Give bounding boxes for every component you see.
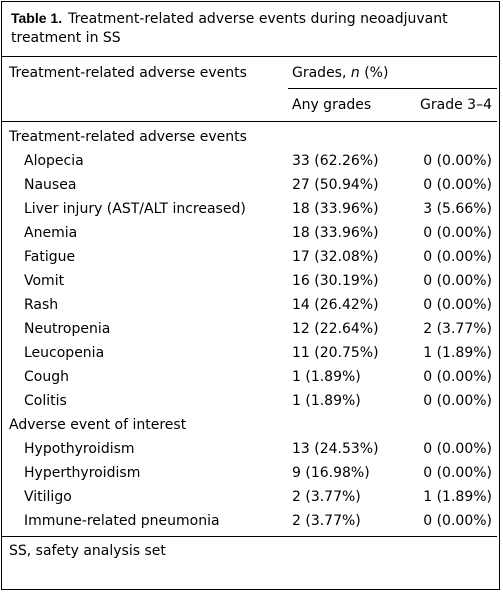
grade-3-4-value: 2 (3.77%) xyxy=(423,321,492,337)
event-name: Colitis xyxy=(24,393,67,409)
event-name: Vomit xyxy=(24,273,65,289)
any-grades-value: 33 (62.26%) xyxy=(292,153,379,169)
event-name: Vitiligo xyxy=(24,489,72,505)
event-name: Anemia xyxy=(24,225,78,241)
rule-top xyxy=(2,56,497,57)
any-grades-value: 14 (26.42%) xyxy=(292,297,379,313)
grade-3-4-value: 0 (0.00%) xyxy=(423,441,492,457)
event-name: Alopecia xyxy=(24,153,84,169)
header-grades: Grades, n (%) xyxy=(292,65,389,81)
any-grades-value: 17 (32.08%) xyxy=(292,249,379,265)
any-grades-value: 16 (30.19%) xyxy=(292,273,379,289)
section-title: Treatment-related adverse events xyxy=(9,129,247,145)
event-name: Hypothyroidism xyxy=(24,441,135,457)
grade-3-4-value: 1 (1.89%) xyxy=(423,489,492,505)
grade-3-4-value: 0 (0.00%) xyxy=(423,273,492,289)
any-grades-value: 13 (24.53%) xyxy=(292,441,379,457)
grade-3-4-value: 1 (1.89%) xyxy=(423,345,492,361)
grade-3-4-value: 0 (0.00%) xyxy=(423,297,492,313)
any-grades-value: 27 (50.94%) xyxy=(292,177,379,193)
event-name: Fatigue xyxy=(24,249,76,265)
grade-3-4-value: 0 (0.00%) xyxy=(423,393,492,409)
grade-3-4-value: 0 (0.00%) xyxy=(423,177,492,193)
rule-grades-spanner xyxy=(288,88,497,89)
grade-3-4-value: 0 (0.00%) xyxy=(423,513,492,529)
event-name: Leucopenia xyxy=(24,345,105,361)
table-title: Treatment-related adverse events during … xyxy=(11,11,448,46)
grade-3-4-value: 0 (0.00%) xyxy=(423,369,492,385)
any-grades-value: 18 (33.96%) xyxy=(292,225,379,241)
any-grades-value: 2 (3.77%) xyxy=(292,489,361,505)
any-grades-value: 2 (3.77%) xyxy=(292,513,361,529)
any-grades-value: 12 (22.64%) xyxy=(292,321,379,337)
grade-3-4-value: 0 (0.00%) xyxy=(423,153,492,169)
event-name: Nausea xyxy=(24,177,77,193)
any-grades-value: 11 (20.75%) xyxy=(292,345,379,361)
section-title: Adverse event of interest xyxy=(9,417,187,433)
event-name: Liver injury (AST/ALT increased) xyxy=(24,201,246,217)
event-name: Cough xyxy=(24,369,69,385)
grade-3-4-value: 0 (0.00%) xyxy=(423,249,492,265)
header-grade-3-4: Grade 3–4 xyxy=(420,97,492,113)
rule-bottom xyxy=(2,536,497,537)
grade-3-4-value: 0 (0.00%) xyxy=(423,225,492,241)
any-grades-value: 1 (1.89%) xyxy=(292,369,361,385)
footnote: SS, safety analysis set xyxy=(9,543,166,559)
event-name: Neutropenia xyxy=(24,321,111,337)
header-event-column: Treatment-related adverse events xyxy=(9,65,247,81)
event-name: Rash xyxy=(24,297,59,313)
table-label: Table 1. xyxy=(11,10,63,26)
event-name: Immune-related pneumonia xyxy=(24,513,220,529)
header-any-grades: Any grades xyxy=(292,97,372,113)
grade-3-4-value: 3 (5.66%) xyxy=(423,201,492,217)
table-caption: Table 1. Treatment-related adverse events… xyxy=(11,9,495,48)
event-name: Hyperthyroidism xyxy=(24,465,141,481)
any-grades-value: 18 (33.96%) xyxy=(292,201,379,217)
rule-header-bottom xyxy=(2,121,497,122)
grade-3-4-value: 0 (0.00%) xyxy=(423,465,492,481)
any-grades-value: 1 (1.89%) xyxy=(292,393,361,409)
any-grades-value: 9 (16.98%) xyxy=(292,465,370,481)
